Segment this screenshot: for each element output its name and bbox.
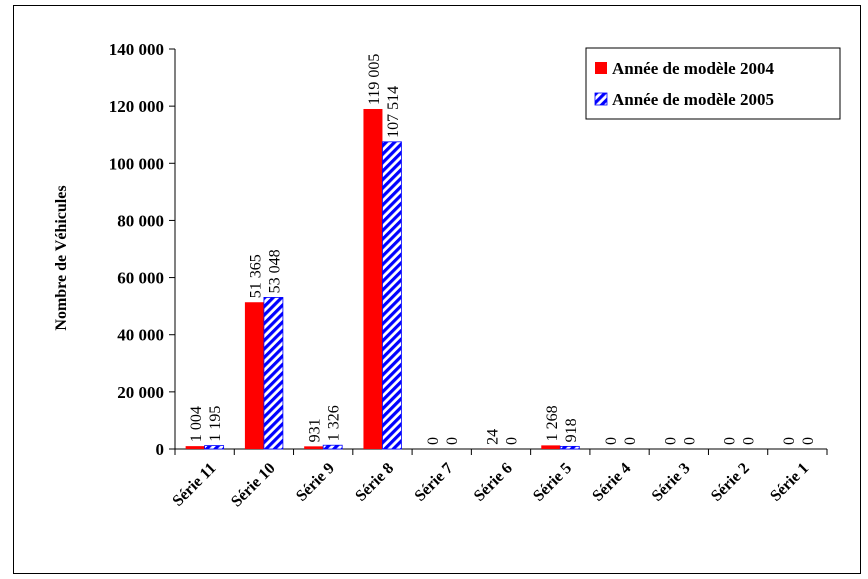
- data-label-2005: 53 048: [266, 249, 283, 293]
- y-axis-title: Nombre de Véhicules: [53, 185, 70, 330]
- legend: Année de modèle 2004 Année de modèle 2005: [585, 47, 841, 120]
- x-category-label: Série 4: [589, 460, 634, 505]
- legend-label-2004: Année de modèle 2004: [612, 59, 774, 78]
- bar-2004: [244, 302, 264, 449]
- legend-swatch-2004: [595, 62, 607, 74]
- x-category-label: Série 1: [767, 460, 812, 505]
- data-label-2004: 51 365: [247, 254, 264, 298]
- x-category-label: Série 10: [228, 460, 279, 511]
- x-category-label: Série 5: [530, 460, 575, 505]
- data-label-2004: 0: [662, 437, 679, 445]
- legend-swatch-2005: [594, 92, 608, 106]
- data-label-2005: 0: [681, 437, 698, 445]
- bar-2005: [322, 444, 343, 450]
- data-label-2005: 1 195: [207, 406, 224, 442]
- data-label-2004: 1 004: [188, 406, 205, 442]
- data-label-2005: 0: [504, 437, 521, 445]
- y-tick-label: 60 000: [117, 269, 164, 288]
- data-label-2004: 0: [781, 437, 798, 445]
- data-label-2005: 1 326: [326, 405, 343, 441]
- legend-label-2005: Année de modèle 2005: [612, 90, 774, 109]
- data-label-2004: 119 005: [366, 54, 383, 105]
- data-label-2005: 107 514: [385, 86, 402, 138]
- data-label-2005: 0: [800, 437, 817, 445]
- legend-box: [585, 47, 841, 120]
- data-label-2005: 0: [444, 437, 461, 445]
- x-category-label: Série 8: [352, 460, 397, 505]
- y-tick-label: 100 000: [109, 154, 164, 173]
- x-category-label: Série 9: [293, 460, 338, 505]
- y-tick-label: 120 000: [109, 97, 164, 116]
- data-label-2004: 1 268: [544, 405, 561, 441]
- bar-2005: [382, 141, 402, 450]
- x-category-label: Série 11: [169, 460, 219, 510]
- bar-2005: [204, 445, 225, 450]
- y-tick-label: 20 000: [117, 383, 164, 402]
- data-label-2004: 0: [722, 437, 739, 445]
- bar-2004: [185, 446, 205, 449]
- bar-2004: [363, 108, 383, 449]
- y-tick-label: 80 000: [117, 211, 164, 230]
- data-label-2005: 918: [563, 418, 580, 442]
- data-label-2004: 24: [485, 429, 502, 445]
- bar-2005: [263, 297, 284, 450]
- x-category-label: Série 2: [708, 460, 753, 505]
- bar-2004: [541, 445, 561, 449]
- data-label-2004: 0: [603, 437, 620, 445]
- y-tick-label: 0: [156, 440, 165, 459]
- bar-2004: [304, 446, 324, 449]
- data-label-2005: 0: [741, 437, 758, 445]
- bar-2005: [559, 445, 580, 450]
- data-label-2004: 931: [307, 418, 324, 442]
- y-tick-label: 140 000: [109, 40, 164, 59]
- x-category-label: Série 7: [412, 460, 457, 505]
- data-label-2005: 0: [622, 437, 639, 445]
- data-label-2004: 0: [425, 437, 442, 445]
- y-tick-label: 40 000: [117, 326, 164, 345]
- x-category-label: Série 6: [471, 460, 516, 505]
- x-category-label: Série 3: [649, 460, 694, 505]
